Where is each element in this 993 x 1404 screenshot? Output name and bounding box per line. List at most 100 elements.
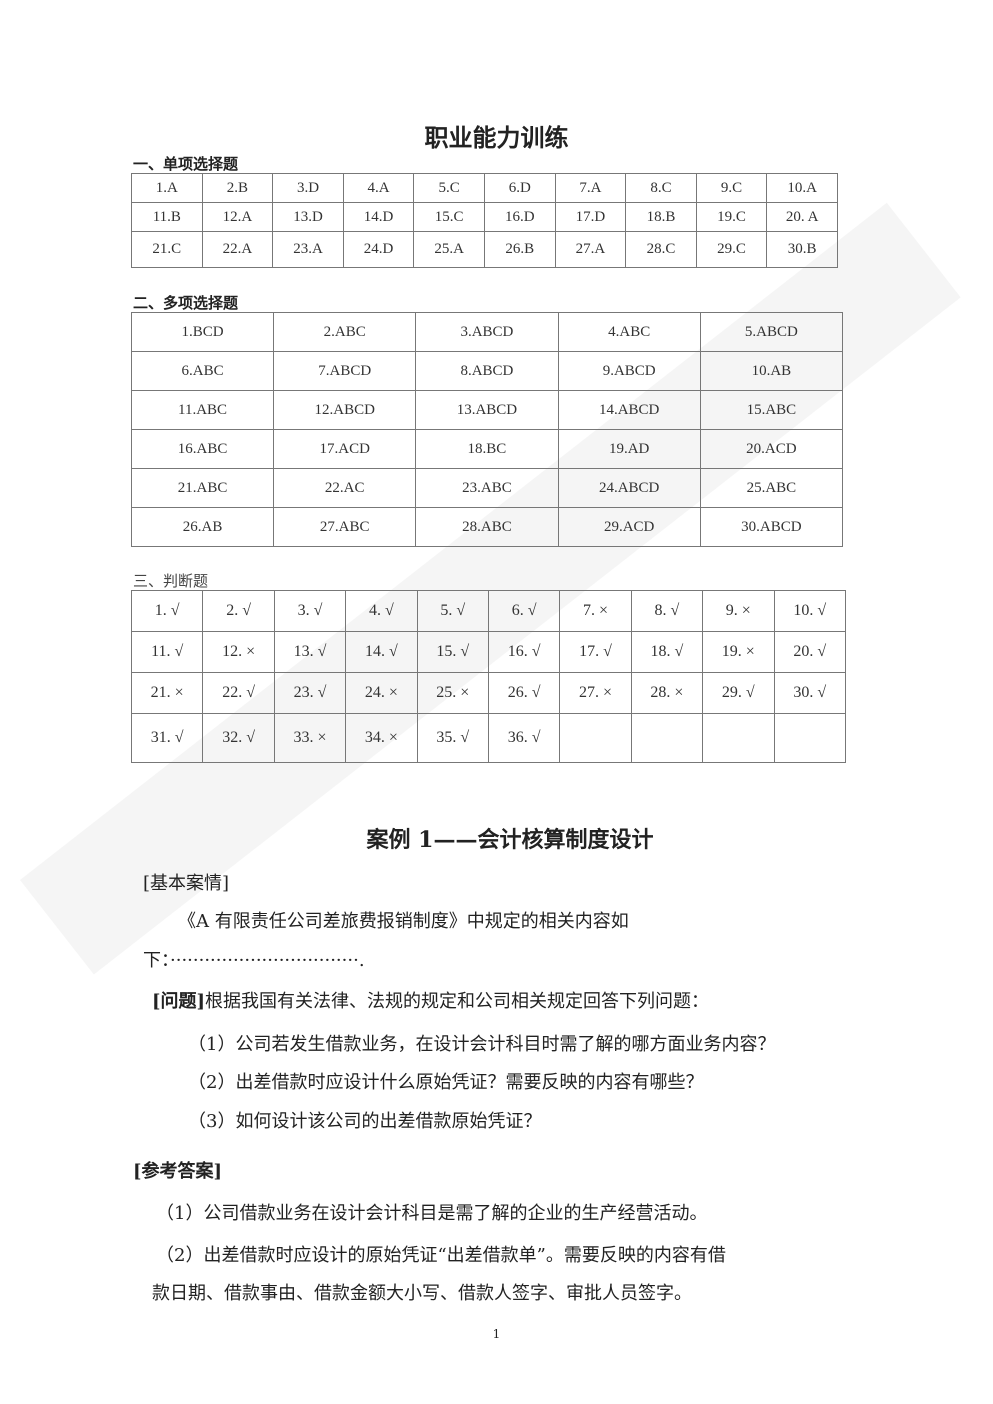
- answer-cell: 29. √: [702, 672, 775, 714]
- answer-cell: 30.B: [766, 231, 838, 268]
- answer-cell: 6.D: [483, 173, 556, 203]
- answer-cell: 22.A: [201, 231, 274, 268]
- question-label: [问题]: [152, 991, 206, 1012]
- answer-cell: 1.BCD: [130, 312, 275, 352]
- answer-cell: 7.A: [554, 173, 627, 203]
- answer-cell: 14.D: [342, 202, 415, 232]
- basic-case-text-cont: 下：·································.: [143, 950, 365, 971]
- answer-cell: 7. ×: [559, 590, 632, 632]
- answer-cell: 22.AC: [273, 468, 417, 508]
- answer-1: （1）公司借款业务在设计会计科目是需了解的企业的生产经营活动。: [156, 1203, 708, 1224]
- answer-cell: 34. ×: [345, 713, 418, 763]
- answer-cell: 19. ×: [702, 631, 775, 673]
- answer-cell: 13.ABCD: [415, 390, 559, 430]
- answer-cell: 32. √: [202, 713, 275, 763]
- answer-cell: 4.ABC: [557, 312, 701, 352]
- answer-cell: 25. ×: [416, 672, 489, 714]
- answer-cell: 10.AB: [699, 351, 844, 391]
- answer-cell: 23.ABC: [415, 468, 559, 508]
- case-title: 案例 1——会计核算制度设计: [366, 827, 654, 853]
- answer-cell: 21.ABC: [130, 468, 275, 508]
- table-row: 6.ABC 7.ABCD 8.ABCD 9.ABCD 10.AB: [130, 351, 844, 391]
- table-row: 21.C 22.A 23.A 24.D 25.A 26.B 27.A 28.C 29.C 30.B: [131, 231, 838, 268]
- section1-heading: 一、单项选择题: [133, 155, 239, 173]
- answer-cell: 15.ABC: [699, 390, 844, 430]
- answer-cell: 23. √: [273, 672, 347, 714]
- answer-cell: 6.ABC: [130, 351, 275, 391]
- table-row: 16.ABC 17.ACD 18.BC 19.AD 20.ACD: [130, 429, 844, 469]
- answer-cell: 15. √: [416, 631, 489, 673]
- answer-cell: 19.C: [695, 202, 768, 232]
- answer-cell: [702, 713, 775, 763]
- answer-cell: 3.D: [272, 173, 344, 203]
- table-row: 21. × 22. √ 23. √ 24. × 25. × 26. √ 27. × 28. ×…: [130, 672, 847, 714]
- answer-cell: 12. ×: [202, 631, 275, 673]
- answer-cell: 3. √: [273, 590, 347, 632]
- answer-cell: 33. ×: [273, 713, 347, 763]
- true-false-table: 1. √ 2. √ 3. √ 4. √ 5. √ 6. √ 7. × 8. √ 9. × 10. …: [130, 590, 847, 763]
- answer-cell: 29.ACD: [557, 507, 701, 547]
- answer-cell: 16. √: [487, 631, 561, 673]
- table-row: 31. √ 32. √ 33. × 34. × 35. √ 36. √: [130, 713, 847, 763]
- answer-cell: 5. √: [416, 590, 489, 632]
- answer-cell: [630, 713, 704, 763]
- answer-cell: 27.ABC: [273, 507, 417, 547]
- answer-cell: 20.ACD: [699, 429, 844, 469]
- section2-heading: 二、多项选择题: [133, 294, 239, 312]
- answer-cell: 6. √: [487, 590, 561, 632]
- question-3: （3）如何设计该公司的出差借款原始凭证？: [188, 1111, 542, 1132]
- answer-2-cont: 款日期、借款事由、借款金额大小写、借款人签字、审批人员签字。: [152, 1283, 692, 1304]
- answer-cell: 12.ABCD: [273, 390, 417, 430]
- answer-cell: 27.A: [554, 231, 627, 268]
- answer-cell: 35. √: [416, 713, 489, 763]
- answer-cell: 7.ABCD: [273, 351, 417, 391]
- answer-cell: 9. ×: [702, 590, 775, 632]
- answer-cell: 5.C: [413, 173, 485, 203]
- answer-cell: 14. √: [345, 631, 418, 673]
- answer-cell: 30. √: [773, 672, 847, 714]
- page-number: 1: [492, 1327, 501, 1341]
- answer-cell: 20. A: [766, 202, 838, 232]
- answer-cell: 27. ×: [559, 672, 632, 714]
- table-row: 26.AB 27.ABC 28.ABC 29.ACD 30.ABCD: [130, 507, 844, 547]
- answer-cell: 1. √: [130, 590, 204, 632]
- answer-cell: 17. √: [559, 631, 632, 673]
- answer-cell: 26.AB: [130, 507, 275, 547]
- answer-cell: 17.ACD: [273, 429, 417, 469]
- answer-cell: 18.B: [625, 202, 697, 232]
- answer-cell: 25.ABC: [699, 468, 844, 508]
- answer-cell: 36. √: [487, 713, 561, 763]
- answer-cell: 20. √: [773, 631, 847, 673]
- answer-cell: 21. ×: [130, 672, 204, 714]
- answer-cell: 8.ABCD: [415, 351, 559, 391]
- answer-cell: 28. ×: [630, 672, 704, 714]
- answer-cell: 9.ABCD: [557, 351, 701, 391]
- answer-cell: 25.A: [413, 231, 485, 268]
- basic-case-text: 《A 有限责任公司差旅费报销制度》中规定的相关内容如: [178, 911, 629, 932]
- answer-cell: 2.B: [201, 173, 274, 203]
- answer-cell: 10. √: [773, 590, 847, 632]
- answer-cell: 11.ABC: [130, 390, 275, 430]
- answer-cell: 23.A: [272, 231, 344, 268]
- answer-cell: 8. √: [630, 590, 704, 632]
- multiple-choice-table: 1.BCD 2.ABC 3.ABCD 4.ABC 5.ABCD 6.ABC 7.ABCD 8.…: [130, 312, 844, 547]
- table-row: 11.B 12.A 13.D 14.D 15.C 16.D 17.D 18.B 19.C 20. …: [131, 202, 838, 232]
- table-row: 21.ABC 22.AC 23.ABC 24.ABCD 25.ABC: [130, 468, 844, 508]
- question-intro-text: 根据我国有关法律、法规的规定和公司相关规定回答下列问题：: [205, 991, 710, 1012]
- answer-cell: 26.B: [483, 231, 556, 268]
- answer-cell: 5.ABCD: [699, 312, 844, 352]
- answer-cell: 10.A: [766, 173, 838, 203]
- answer-cell: 13.D: [272, 202, 344, 232]
- answer-cell: 8.C: [625, 173, 697, 203]
- answer-cell: 4.A: [342, 173, 415, 203]
- table-row: 1. √ 2. √ 3. √ 4. √ 5. √ 6. √ 7. × 8. √ 9. × 10. …: [130, 590, 847, 632]
- answer-cell: 13. √: [273, 631, 347, 673]
- answer-cell: 24.D: [342, 231, 415, 268]
- question-1: （1）公司若发生借款业务，在设计会计科目时需了解的哪方面业务内容？: [188, 1034, 776, 1055]
- answer-cell: 2.ABC: [273, 312, 417, 352]
- answer-cell: 9.C: [695, 173, 768, 203]
- answer-label: [参考答案]: [133, 1161, 223, 1182]
- answer-cell: 17.D: [554, 202, 627, 232]
- answer-cell: 14.ABCD: [557, 390, 701, 430]
- single-choice-table: 1.A 2.B 3.D 4.A 5.C 6.D 7.A 8.C 9.C 10.A 11.B 12.A 1…: [131, 173, 838, 268]
